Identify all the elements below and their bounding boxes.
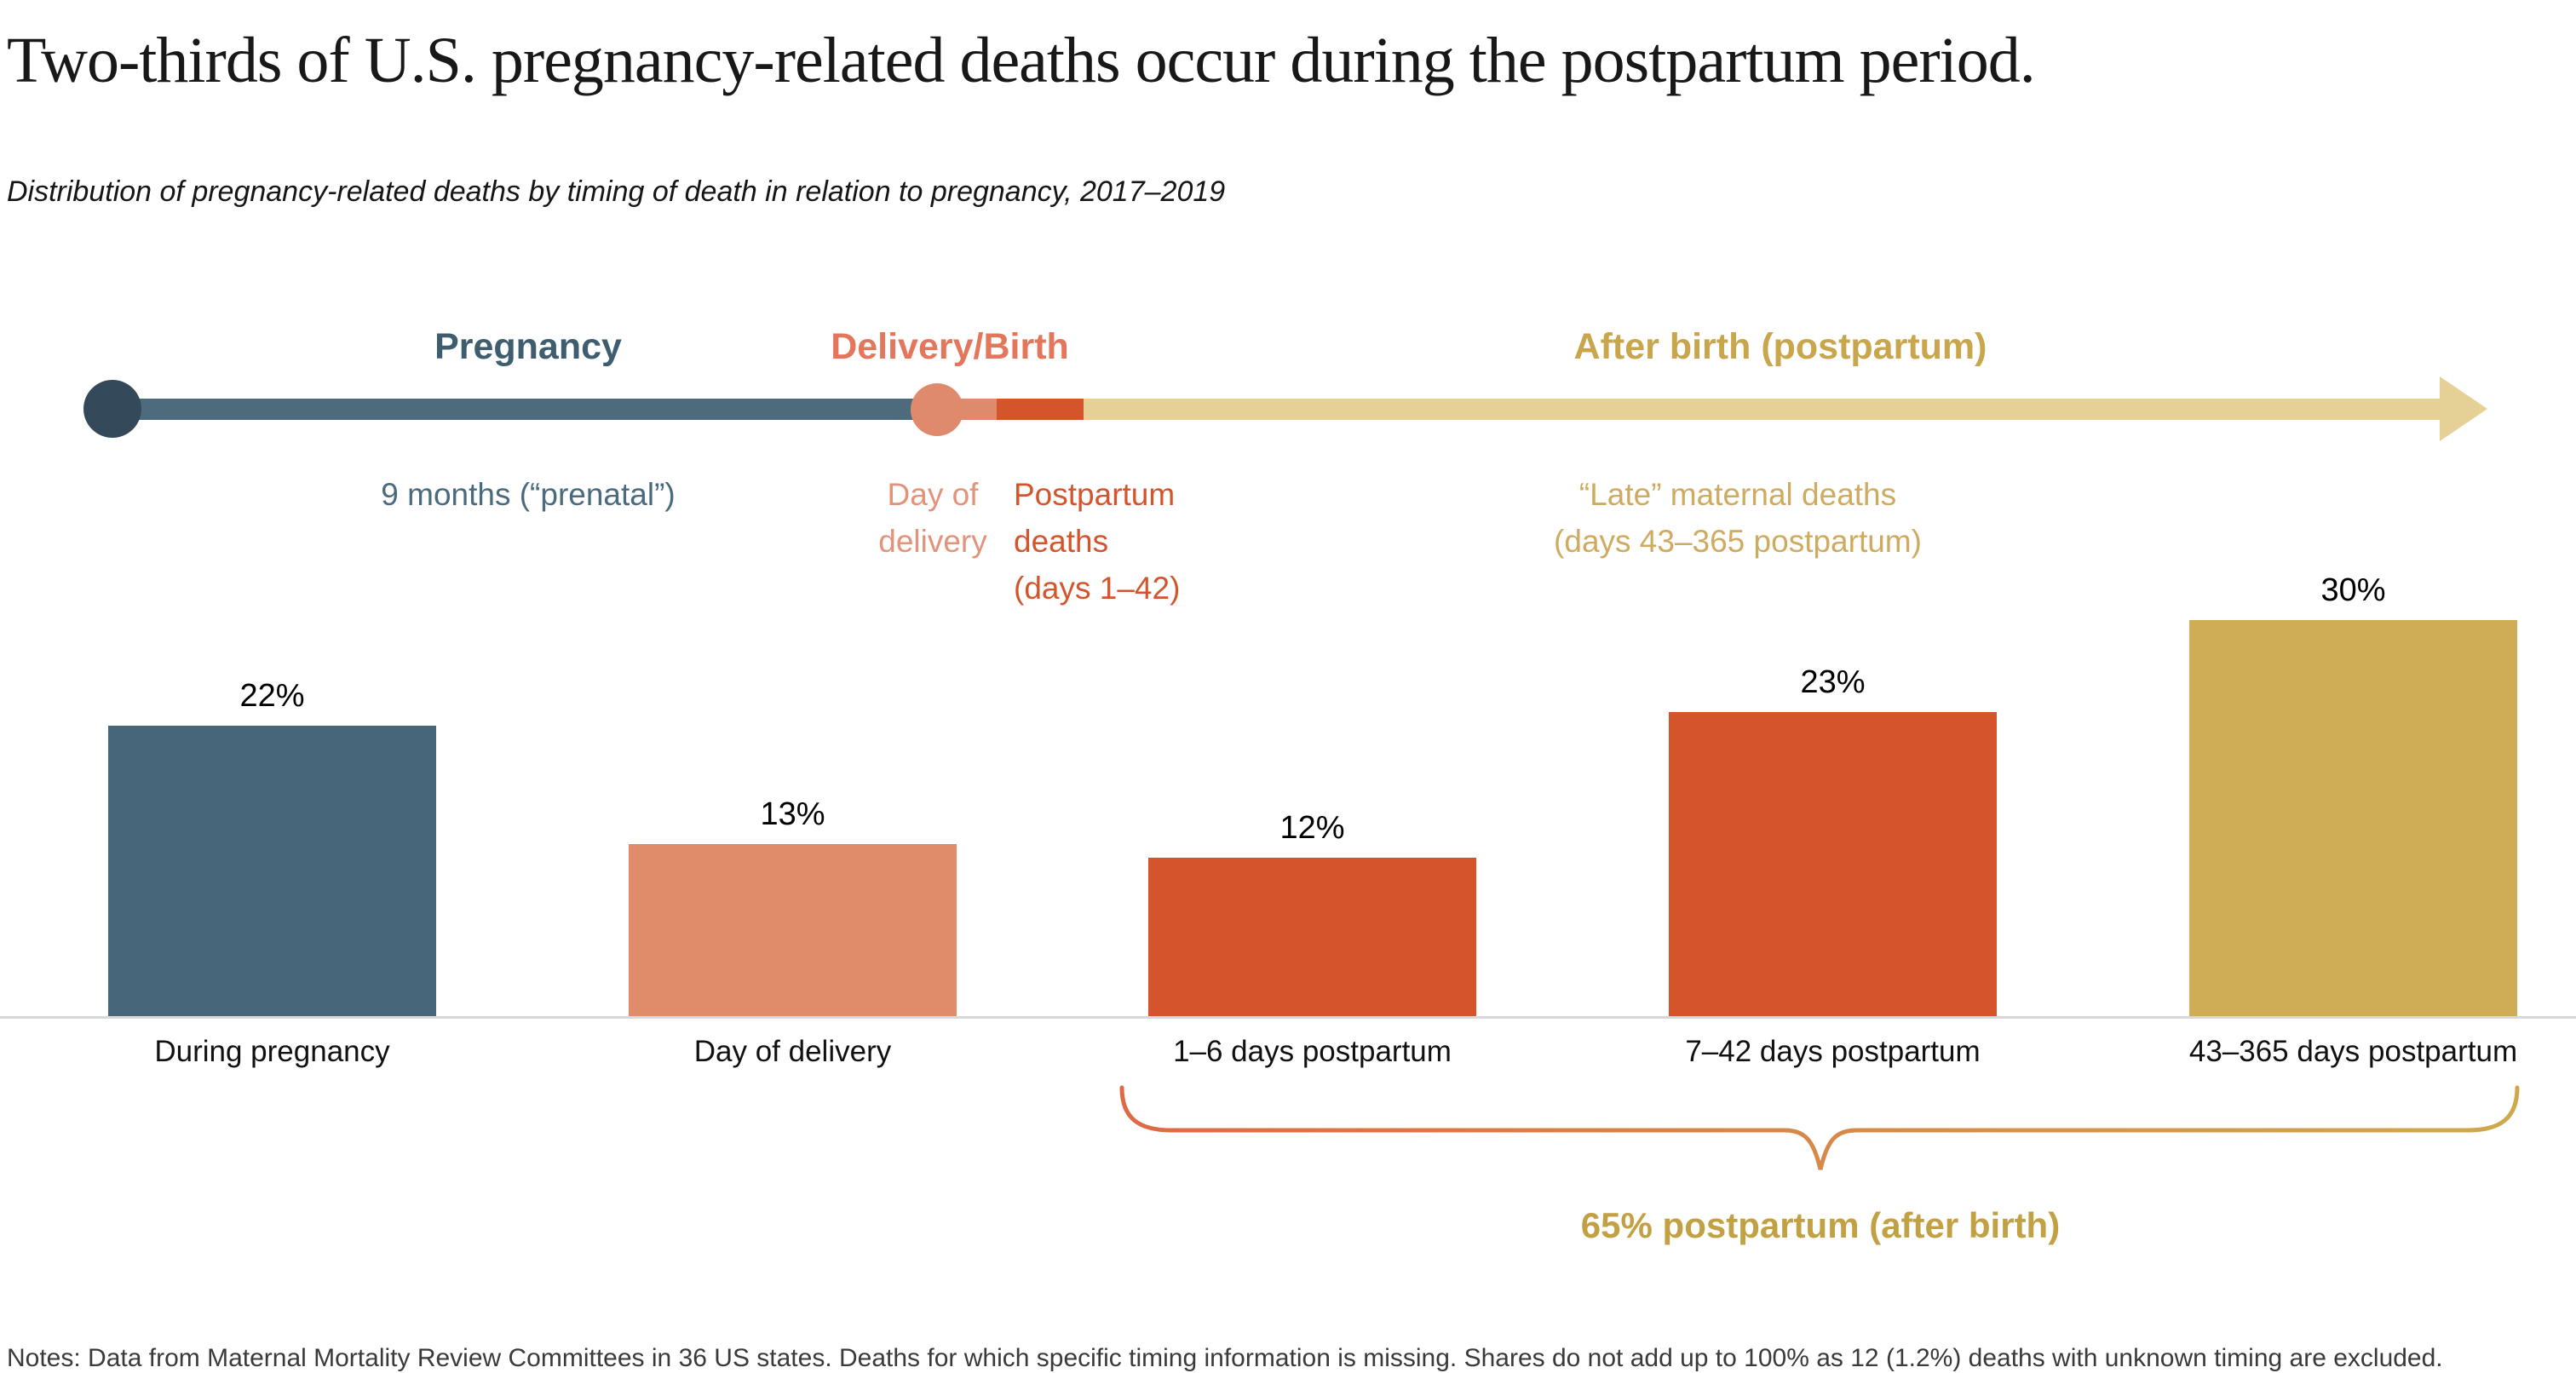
timeline-start-dot-icon (83, 380, 141, 438)
bar-1-6-days-postpartum (1148, 858, 1476, 1016)
timeline-sublabel-postpartum-deaths: Postpartum deaths (days 1–42) (1014, 471, 1180, 612)
timeline-segment-postpartum-1-42 (997, 399, 1084, 420)
bar-category-label: 7–42 days postpartum (1595, 1035, 2072, 1069)
bar-category-label: Day of delivery (555, 1035, 1032, 1069)
timeline-segment-late-postpartum (1084, 399, 2441, 420)
bar-value-label: 23% (1669, 664, 1997, 701)
timeline-phase-delivery-label: Delivery/Birth (831, 326, 1069, 368)
bar-category-label: During pregnancy (34, 1035, 511, 1069)
timeline-phase-pregnancy-label: Pregnancy (434, 326, 622, 368)
bar-value-label: 12% (1148, 810, 1476, 847)
timeline-sublabel-late-maternal-deaths: “Late” maternal deaths (days 43–365 post… (1554, 471, 1922, 565)
timeline-phase-postpartum-label: After birth (postpartum) (1574, 326, 1987, 368)
chart-subtitle: Distribution of pregnancy-related deaths… (7, 175, 1225, 209)
timeline-segment-pregnancy (112, 399, 937, 420)
bar-day-of-delivery (629, 844, 957, 1016)
bar-during-pregnancy (108, 726, 436, 1016)
bar-category-label: 1–6 days postpartum (1074, 1035, 1551, 1069)
bar-value-label: 13% (629, 796, 957, 833)
bar-value-label: 30% (2189, 572, 2517, 609)
postpartum-total-annotation: 65% postpartum (after birth) (1581, 1205, 2060, 1246)
timeline-sublabel-prenatal: 9 months (“prenatal”) (381, 471, 675, 518)
timeline-sublabel-day-of-delivery: Day of delivery (878, 471, 987, 565)
x-axis-baseline (0, 1016, 2576, 1019)
brace-path (1122, 1088, 2517, 1169)
bar-43-365-days-postpartum (2189, 620, 2517, 1016)
source-notes: Notes: Data from Maternal Mortality Revi… (7, 1344, 2562, 1373)
postpartum-brace (1103, 1077, 2534, 1188)
timeline-delivery-dot-icon (911, 383, 963, 436)
bar-7-42-days-postpartum (1669, 712, 1997, 1016)
timeline-arrowhead-icon (2440, 376, 2487, 441)
page-title: Two-thirds of U.S. pregnancy-related dea… (7, 24, 2571, 98)
bar-value-label: 22% (108, 678, 436, 715)
bar-category-label: 43–365 days postpartum (2115, 1035, 2576, 1069)
